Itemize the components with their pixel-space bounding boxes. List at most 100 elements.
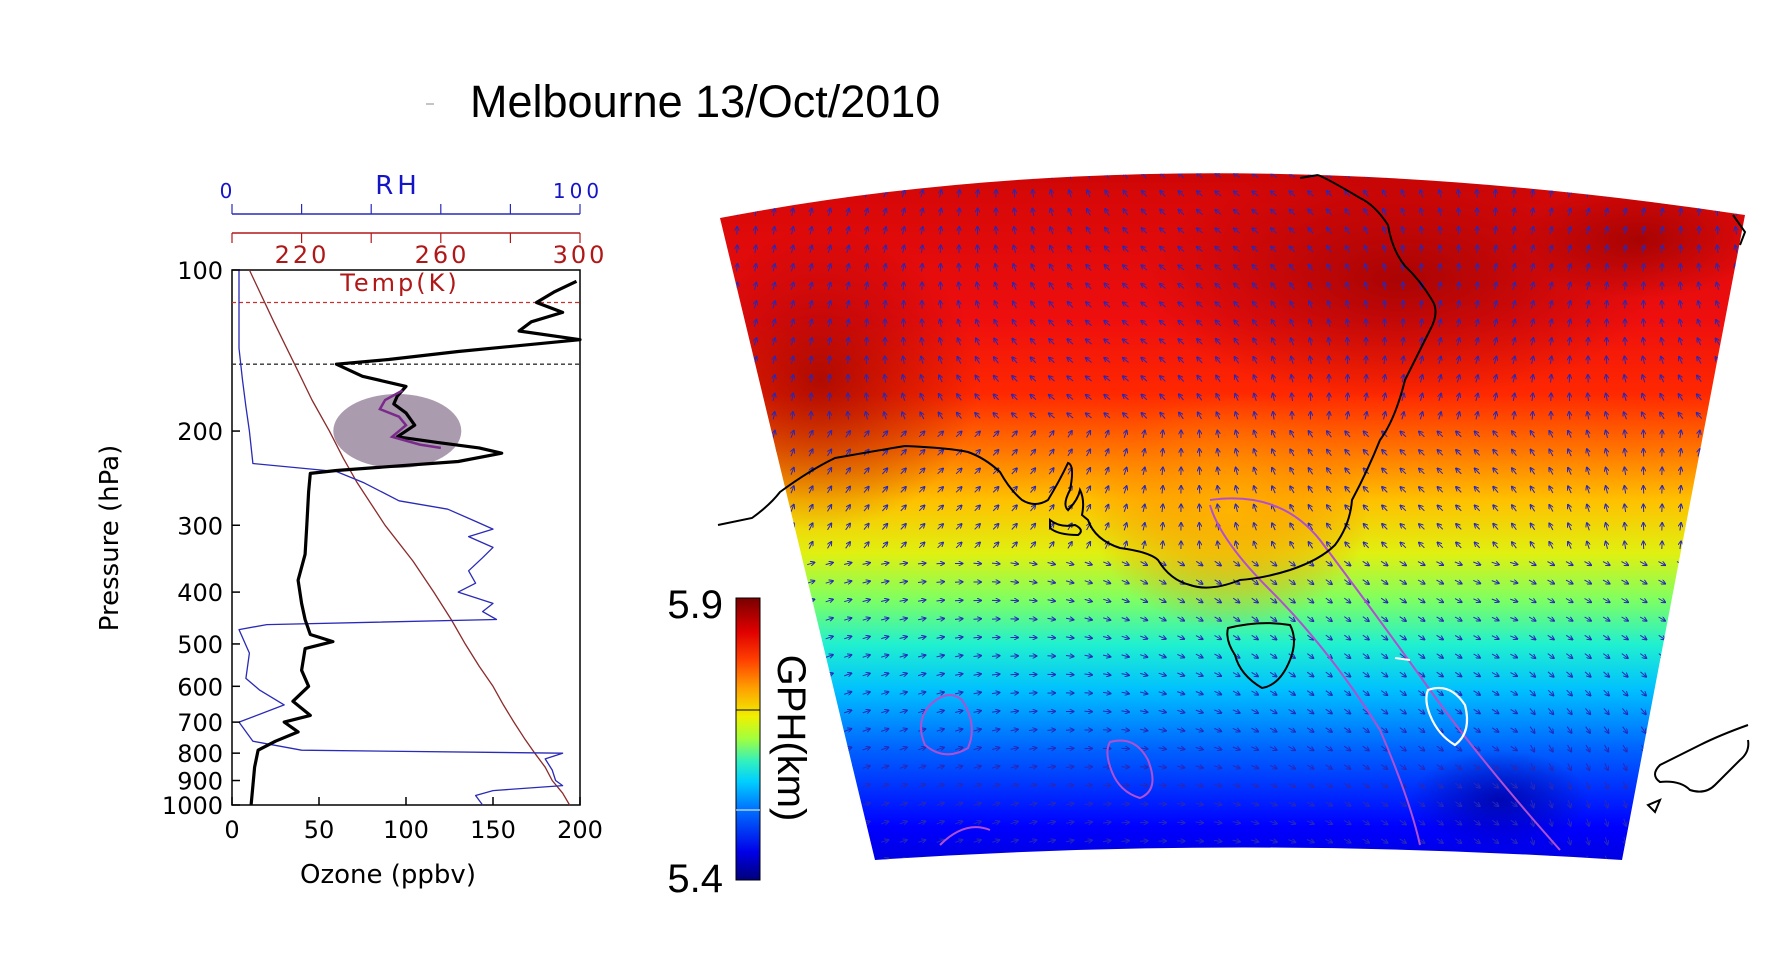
wind-arrow bbox=[921, 375, 924, 383]
wind-arrow bbox=[1713, 617, 1721, 621]
wind-arrow bbox=[1642, 412, 1646, 420]
wind-arrow bbox=[1234, 265, 1240, 271]
wind-arrow bbox=[954, 600, 963, 601]
wind-arrow bbox=[1141, 209, 1148, 216]
wind-arrow bbox=[1141, 357, 1148, 363]
wind-arrow bbox=[921, 208, 923, 217]
wind-arrow bbox=[1661, 800, 1664, 808]
wind-arrow bbox=[1051, 190, 1053, 198]
wind-arrow bbox=[1698, 301, 1700, 309]
wind-arrow bbox=[922, 319, 923, 328]
wind-arrow bbox=[699, 338, 701, 346]
wind-arrow bbox=[1141, 376, 1148, 382]
wind-arrow bbox=[1308, 209, 1314, 216]
wind-arrow bbox=[1196, 284, 1203, 289]
wind-arrow bbox=[720, 636, 723, 638]
wind-arrow bbox=[1105, 227, 1110, 234]
wind-arrow bbox=[1679, 319, 1681, 327]
wind-arrow bbox=[825, 803, 834, 805]
gph-map: 5.9 5.4 GPH(km) bbox=[667, 173, 1758, 901]
wind-arrow bbox=[718, 208, 719, 216]
wind-arrow bbox=[1643, 227, 1645, 235]
rh-axis-label: RH bbox=[375, 171, 421, 201]
wind-arrow bbox=[1271, 283, 1277, 290]
wind-arrow bbox=[1752, 320, 1757, 326]
wind-arrow bbox=[1384, 375, 1385, 383]
wind-arrow bbox=[1550, 855, 1552, 860]
wind-arrow bbox=[1532, 208, 1534, 217]
wind-arrow bbox=[1531, 245, 1533, 253]
wind-arrow bbox=[936, 858, 945, 860]
wind-arrow bbox=[993, 375, 999, 382]
wind-arrow bbox=[696, 748, 704, 749]
wind-arrow bbox=[862, 840, 871, 842]
wind-arrow bbox=[1271, 301, 1277, 309]
wind-arrow bbox=[1272, 338, 1276, 346]
wind-arrow bbox=[1159, 265, 1166, 271]
wind-arrow bbox=[1676, 617, 1684, 621]
wind-arrow bbox=[1587, 173, 1589, 180]
wind-arrow bbox=[920, 412, 924, 420]
wind-arrow bbox=[1364, 209, 1369, 216]
wind-arrow bbox=[1306, 858, 1314, 860]
wind-arrow bbox=[1403, 319, 1404, 328]
wind-arrow bbox=[1733, 394, 1740, 401]
wind-arrow bbox=[1662, 301, 1663, 309]
wind-arrow bbox=[1272, 375, 1274, 383]
profile-chart: 0 100 RH 220 260 300 Temp(K) 0 50 100 150 20… bbox=[95, 171, 604, 890]
wind-arrow bbox=[1403, 264, 1404, 272]
wind-arrow bbox=[1253, 357, 1257, 364]
wind-arrow bbox=[1123, 228, 1129, 234]
wind-arrow bbox=[1347, 301, 1349, 309]
rh-axis-ticks bbox=[231, 204, 581, 214]
wind-arrow bbox=[1734, 282, 1737, 290]
wind-arrow bbox=[995, 264, 997, 272]
wind-arrow bbox=[1678, 394, 1684, 401]
wind-arrow bbox=[1698, 190, 1699, 198]
wind-arrow bbox=[1196, 247, 1203, 252]
wind-arrow bbox=[1159, 284, 1166, 289]
wind-arrow bbox=[1716, 319, 1720, 327]
wind-arrow bbox=[1642, 375, 1645, 383]
wind-arrow bbox=[1197, 375, 1203, 382]
wind-arrow bbox=[1346, 282, 1349, 290]
wind-arrow bbox=[810, 208, 812, 217]
wind-arrow bbox=[940, 227, 941, 235]
wind-arrow bbox=[1010, 858, 1019, 860]
wind-arrow bbox=[1754, 190, 1755, 198]
wind-arrow bbox=[1679, 763, 1682, 770]
wind-arrow bbox=[718, 264, 719, 272]
wind-arrow bbox=[700, 301, 701, 309]
wind-arrow bbox=[1735, 781, 1738, 789]
wind-arrow bbox=[994, 357, 999, 364]
wind-arrow bbox=[791, 338, 793, 346]
wind-arrow bbox=[1679, 375, 1683, 383]
wind-arrow bbox=[774, 208, 775, 217]
wind-arrow bbox=[1012, 413, 1018, 419]
wind-arrow bbox=[807, 618, 815, 621]
wind-arrow bbox=[1751, 599, 1758, 603]
wind-arrow bbox=[1085, 358, 1092, 363]
wind-arrow bbox=[1402, 356, 1404, 365]
wind-arrow bbox=[1309, 319, 1312, 327]
wind-arrow bbox=[810, 338, 812, 346]
profile-series bbox=[238, 269, 582, 806]
wind-arrow bbox=[1384, 301, 1385, 309]
wind-arrow bbox=[1439, 208, 1440, 216]
wind-arrow bbox=[1123, 246, 1129, 253]
wind-arrow bbox=[828, 264, 830, 272]
wind-arrow bbox=[755, 393, 757, 402]
wind-arrow bbox=[788, 859, 797, 860]
wind-arrow bbox=[773, 375, 775, 383]
wind-arrow bbox=[1605, 412, 1607, 420]
wind-arrow bbox=[884, 173, 886, 179]
wind-arrow bbox=[1234, 338, 1240, 346]
rh-tick-label-max: 100 bbox=[553, 179, 603, 203]
wind-arrow bbox=[770, 599, 778, 602]
wind-arrow bbox=[717, 356, 719, 364]
wind-arrow bbox=[1735, 818, 1737, 827]
wind-arrow bbox=[1606, 245, 1608, 254]
wind-arrow bbox=[1365, 412, 1367, 420]
wind-arrow bbox=[829, 356, 830, 365]
wind-arrow bbox=[791, 264, 793, 272]
